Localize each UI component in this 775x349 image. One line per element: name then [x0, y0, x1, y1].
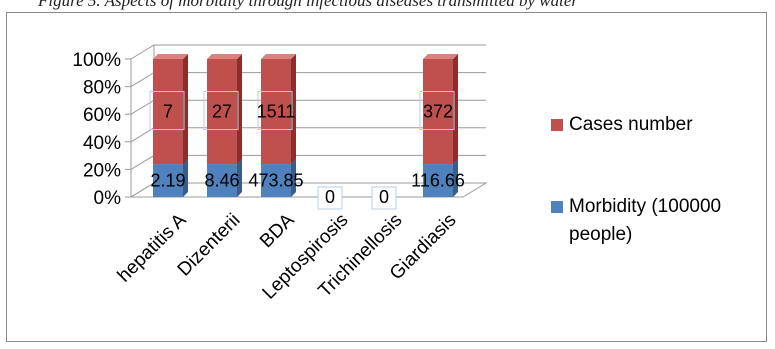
bar-cases-side: [183, 54, 188, 165]
data-label-morbidity: 0: [379, 187, 389, 207]
x-category-label: hepatitis A: [114, 209, 191, 286]
bar-morbidity-front: [423, 164, 453, 197]
data-label-box: [419, 91, 455, 131]
bars: [153, 54, 458, 197]
bar-cases-front: [423, 59, 453, 165]
data-label-morbidity: 473.85: [248, 171, 303, 191]
data-label-morbidity: 116.66: [411, 171, 465, 191]
bar-cases-side: [453, 54, 458, 165]
data-label-cases: 27: [212, 102, 232, 122]
bar-morbidity-side: [183, 159, 188, 197]
figure-caption: Figure 5. Aspects of morbidity through i…: [38, 0, 579, 10]
chart-area: 0% 20% 40% 60% 80% 100% 2.19 7 8.46 27 473.85 1511…: [6, 12, 767, 342]
data-label-morbidity: 2.19: [150, 171, 185, 191]
data-label-box: [371, 186, 397, 210]
bar-cases-top: [423, 54, 458, 59]
data-label-cases: 1511: [257, 102, 296, 122]
data-label-box: [203, 91, 239, 131]
bar-morbidity-side: [453, 159, 458, 197]
x-category-label: BDA: [256, 209, 299, 252]
y-tick-label: 0%: [94, 188, 122, 209]
y-tick-label: 60%: [83, 105, 121, 126]
bar-cases-top: [153, 54, 188, 59]
bar-cases-front: [153, 59, 183, 165]
bar-cases-side: [291, 54, 296, 165]
data-label-box: [149, 91, 185, 131]
legend-swatch-morbidity: [551, 201, 563, 213]
data-labels: 2.19 7 8.46 27 473.85 1511 0 0 116.66 372: [149, 91, 465, 210]
y-axis-ticks: 0% 20% 40% 60% 80% 100%: [72, 50, 121, 209]
legend-swatch-cases: [551, 119, 563, 131]
legend-label-morbidity: Morbidity (100000 people): [569, 196, 722, 245]
legend-label-cases: Cases number: [569, 114, 693, 135]
data-label-morbidity: 8.46: [204, 171, 239, 191]
bar-cases-top: [261, 54, 296, 59]
bar-cases-front: [261, 59, 291, 165]
bar-cases-top: [207, 54, 242, 59]
y-tick-label: 80%: [83, 78, 121, 99]
stacked-bar-chart: 0% 20% 40% 60% 80% 100% 2.19 7 8.46 27 473.85 1511…: [72, 44, 488, 304]
bar-morbidity-front: [207, 164, 237, 197]
bar-morbidity-side: [291, 159, 296, 197]
data-label-morbidity: 0: [325, 187, 335, 207]
data-label-box: [257, 91, 293, 131]
bar-morbidity-front: [153, 164, 183, 197]
data-label-cases: 372: [423, 102, 453, 122]
data-label-box: [317, 186, 343, 210]
y-tick-label: 100%: [72, 50, 121, 71]
y-tick-label: 20%: [83, 160, 121, 181]
y-tick-label: 40%: [83, 133, 121, 154]
bar-morbidity-front: [261, 164, 291, 197]
bar-cases-front: [207, 59, 237, 165]
bar-morbidity-side: [237, 159, 242, 197]
data-label-cases: 7: [163, 102, 173, 122]
bar-cases-side: [237, 54, 242, 165]
